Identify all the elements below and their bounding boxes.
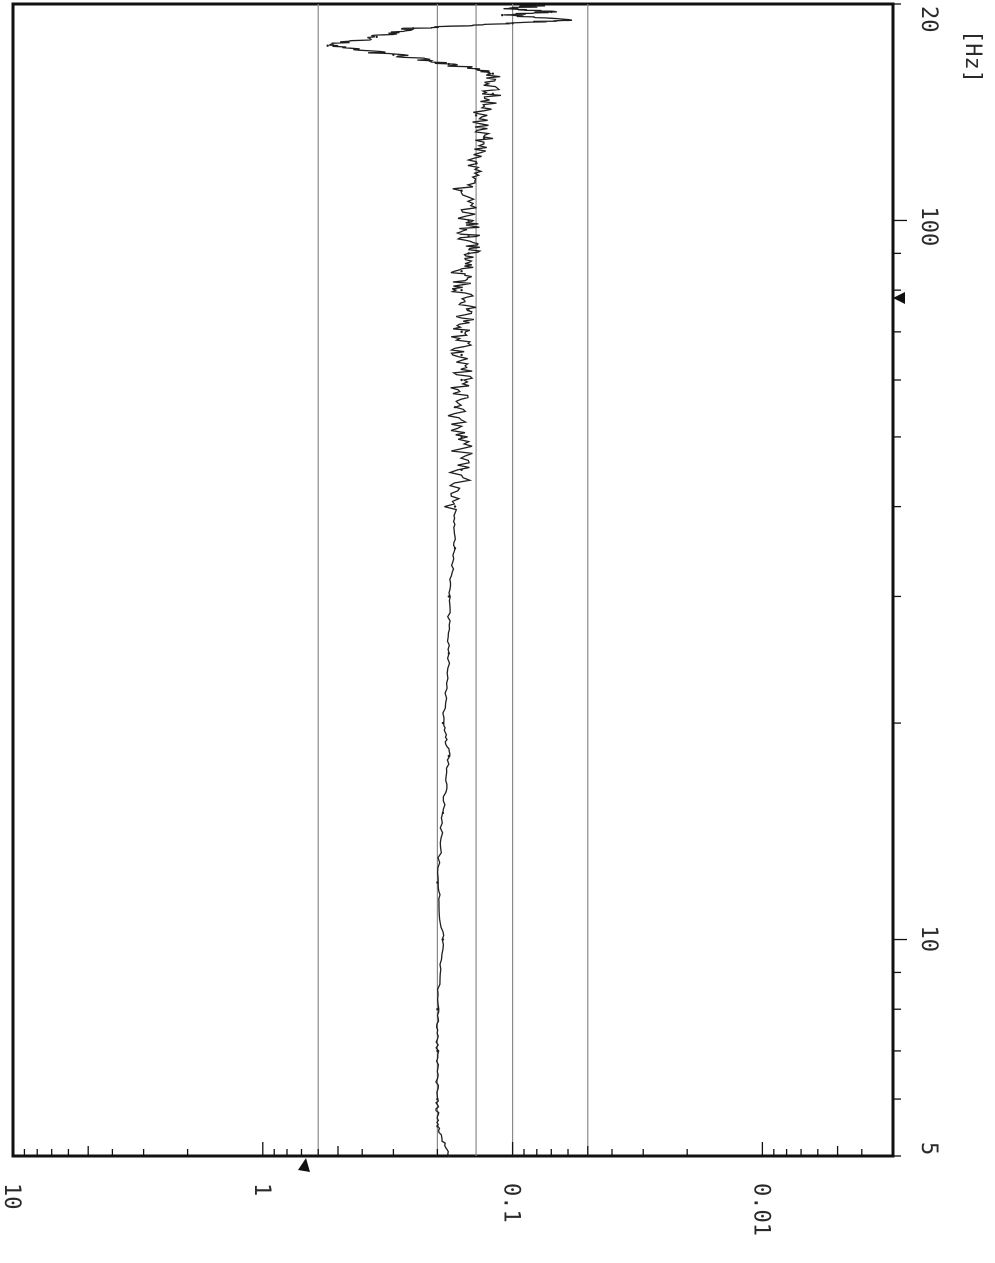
x-tick-label: 5	[916, 1142, 941, 1155]
spectrum-point	[392, 53, 395, 56]
spectrum-point	[447, 62, 451, 66]
spectrum-point	[441, 721, 445, 725]
spectrum-series-line	[328, 4, 573, 1157]
marker-triangle-right	[893, 292, 905, 304]
spectrum-point	[566, 18, 570, 22]
y-tick-label: 0.01	[748, 1183, 773, 1236]
spectrum-point	[453, 405, 457, 409]
spectrum-point	[436, 881, 439, 884]
spectrum-point	[460, 330, 463, 334]
spectrum-point	[511, 7, 514, 10]
spectrum-point	[453, 547, 457, 550]
spectrum-point	[467, 309, 470, 312]
y-tick-label: 0.1	[499, 1183, 524, 1223]
spectrum-point	[441, 811, 445, 815]
plot-frame	[11, 2, 895, 1158]
y-tick-label: 1	[249, 1183, 274, 1196]
x-tick-label: 20	[916, 6, 941, 33]
spectrum-point	[460, 468, 463, 472]
spectrum-point	[447, 754, 451, 758]
spectrum-trace	[326, 4, 573, 1158]
spectrum-point	[436, 1125, 439, 1128]
spectrum-point	[511, 22, 514, 25]
spectrum-point	[436, 1008, 439, 1011]
spectrum-point	[460, 288, 463, 292]
y-tick-label: 10	[0, 1183, 24, 1210]
x-axis-ticks	[893, 3, 907, 1157]
spectrum-point	[375, 35, 378, 39]
spectrum-point	[491, 72, 495, 75]
spectrum-point	[447, 652, 451, 655]
spectrum-point	[474, 162, 478, 165]
spectrum-point	[474, 114, 478, 117]
spectrum-point	[460, 189, 463, 192]
spectrum-point	[460, 270, 463, 273]
x-axis-label: [Hz]	[960, 30, 985, 83]
spectrum-point	[467, 219, 470, 222]
spectrum-point	[467, 252, 470, 255]
x-tick-label: 100	[916, 206, 941, 246]
spectrum-point	[326, 44, 329, 47]
spectrum-point	[441, 938, 445, 941]
spectrum-point	[501, 13, 504, 17]
spectrum-point	[460, 378, 463, 382]
spectrum-point	[460, 353, 463, 357]
tick-labels: 10 1 0.1 0.01 5 10 100 20	[0, 6, 941, 1236]
spectrum-point	[453, 505, 457, 508]
spectrum-point	[482, 137, 486, 140]
spectrum-point	[436, 1049, 439, 1053]
spectrum-point	[436, 1097, 439, 1101]
spectrum-point	[411, 27, 415, 30]
spectrum-point	[447, 595, 451, 598]
spectrum-point	[447, 1154, 451, 1158]
x-tick-label: 10	[916, 926, 941, 953]
y-axis-ticks	[12, 1142, 894, 1156]
spectrum-point	[535, 4, 538, 7]
reference-lines	[317, 4, 589, 1156]
spectrum-point	[467, 235, 470, 238]
spectrum-point	[491, 92, 495, 96]
marker-triangle-left	[298, 1158, 310, 1172]
spectrum-point	[550, 10, 553, 14]
spectrum-point	[460, 435, 463, 439]
